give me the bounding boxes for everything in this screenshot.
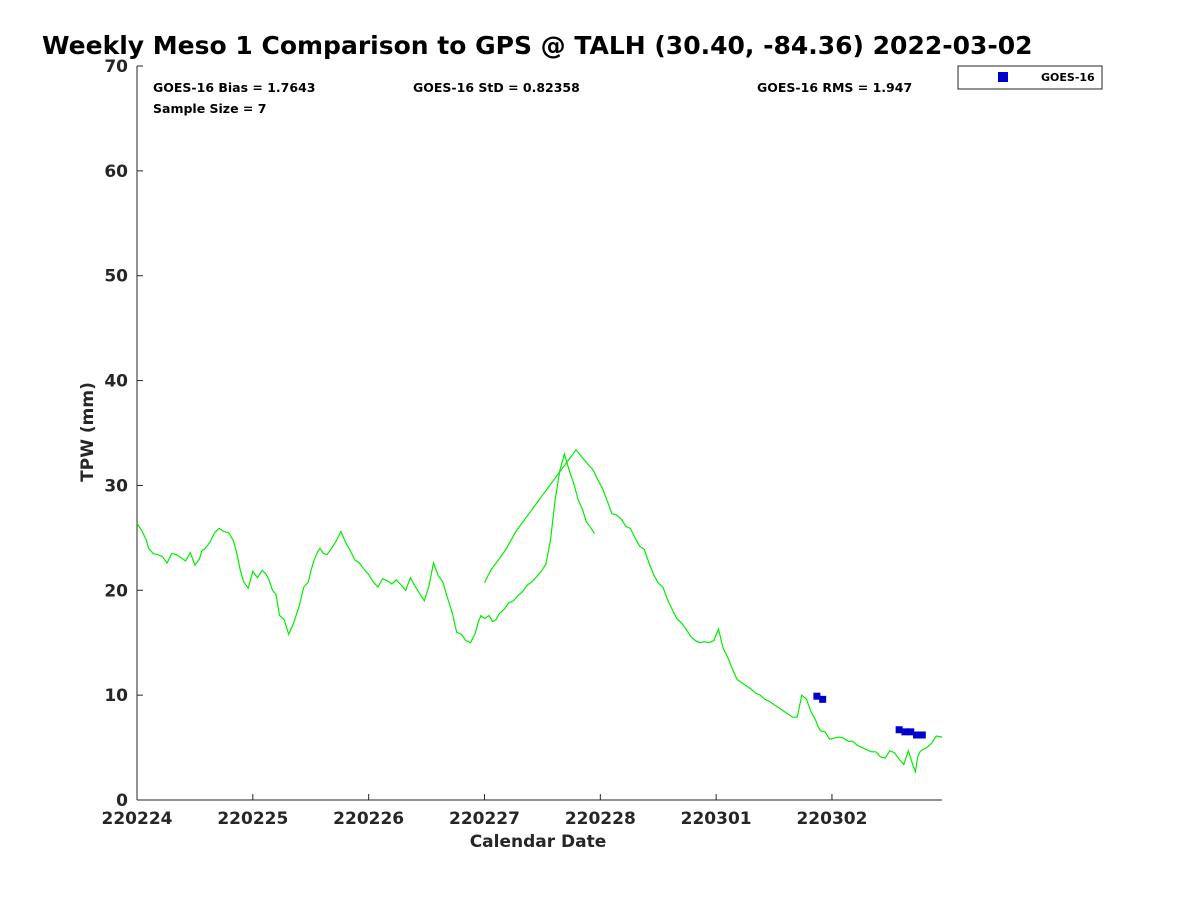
- x-tick-label: 220225: [217, 809, 288, 829]
- goes16-point: [813, 692, 821, 700]
- x-tick-label: 220224: [102, 809, 173, 829]
- x-axis-ticks: 220224 220225 220226 220227 220228 220301 2203…: [102, 794, 867, 829]
- legend-label: GOES-16: [1041, 71, 1095, 84]
- legend: GOES-16: [957, 65, 1103, 90]
- gps-tpw-line-1: [483, 448, 943, 775]
- x-tick-label: 220227: [449, 809, 520, 829]
- y-tick-label: 70: [104, 57, 128, 77]
- std-stat: GOES-16 StD = 0.82358: [413, 80, 580, 95]
- plot-area: [137, 66, 942, 800]
- x-tick-label: 220301: [681, 809, 752, 829]
- chart-title: Weekly Meso 1 Comparison to GPS @ TALH (…: [42, 31, 1033, 60]
- bias-stat: GOES-16 Bias = 1.7643: [153, 80, 315, 95]
- goes16-point: [819, 695, 827, 703]
- gps-series: [136, 448, 943, 775]
- y-tick-label: 40: [104, 372, 128, 392]
- goes16-point: [901, 728, 909, 736]
- goes16-point: [918, 731, 926, 739]
- y-tick-label: 0: [116, 791, 128, 811]
- x-tick-label: 220228: [565, 809, 636, 829]
- goes16-point: [907, 728, 915, 736]
- x-tick-label: 220226: [333, 809, 404, 829]
- y-tick-label: 20: [104, 581, 128, 601]
- y-tick-label: 60: [104, 162, 128, 182]
- legend-box: [957, 65, 1103, 90]
- x-tick-label: 220302: [796, 809, 867, 829]
- y-tick-label: 10: [104, 686, 128, 706]
- rms-stat: GOES-16 RMS = 1.947: [757, 80, 912, 95]
- y-axis-label: TPW (mm): [78, 382, 98, 482]
- y-tick-label: 50: [104, 267, 128, 287]
- gps-tpw-line-0: [136, 451, 596, 644]
- y-axis-ticks: 0 10 20 30 40 50 60 70: [104, 57, 143, 811]
- goes16-point: [913, 731, 921, 739]
- goes16-point: [895, 726, 903, 734]
- sample-size-stat: Sample Size = 7: [153, 101, 266, 116]
- x-axis-label: Calendar Date: [470, 832, 607, 852]
- legend-marker: [998, 72, 1008, 82]
- y-tick-label: 30: [104, 476, 128, 496]
- goes16-series: [813, 692, 926, 739]
